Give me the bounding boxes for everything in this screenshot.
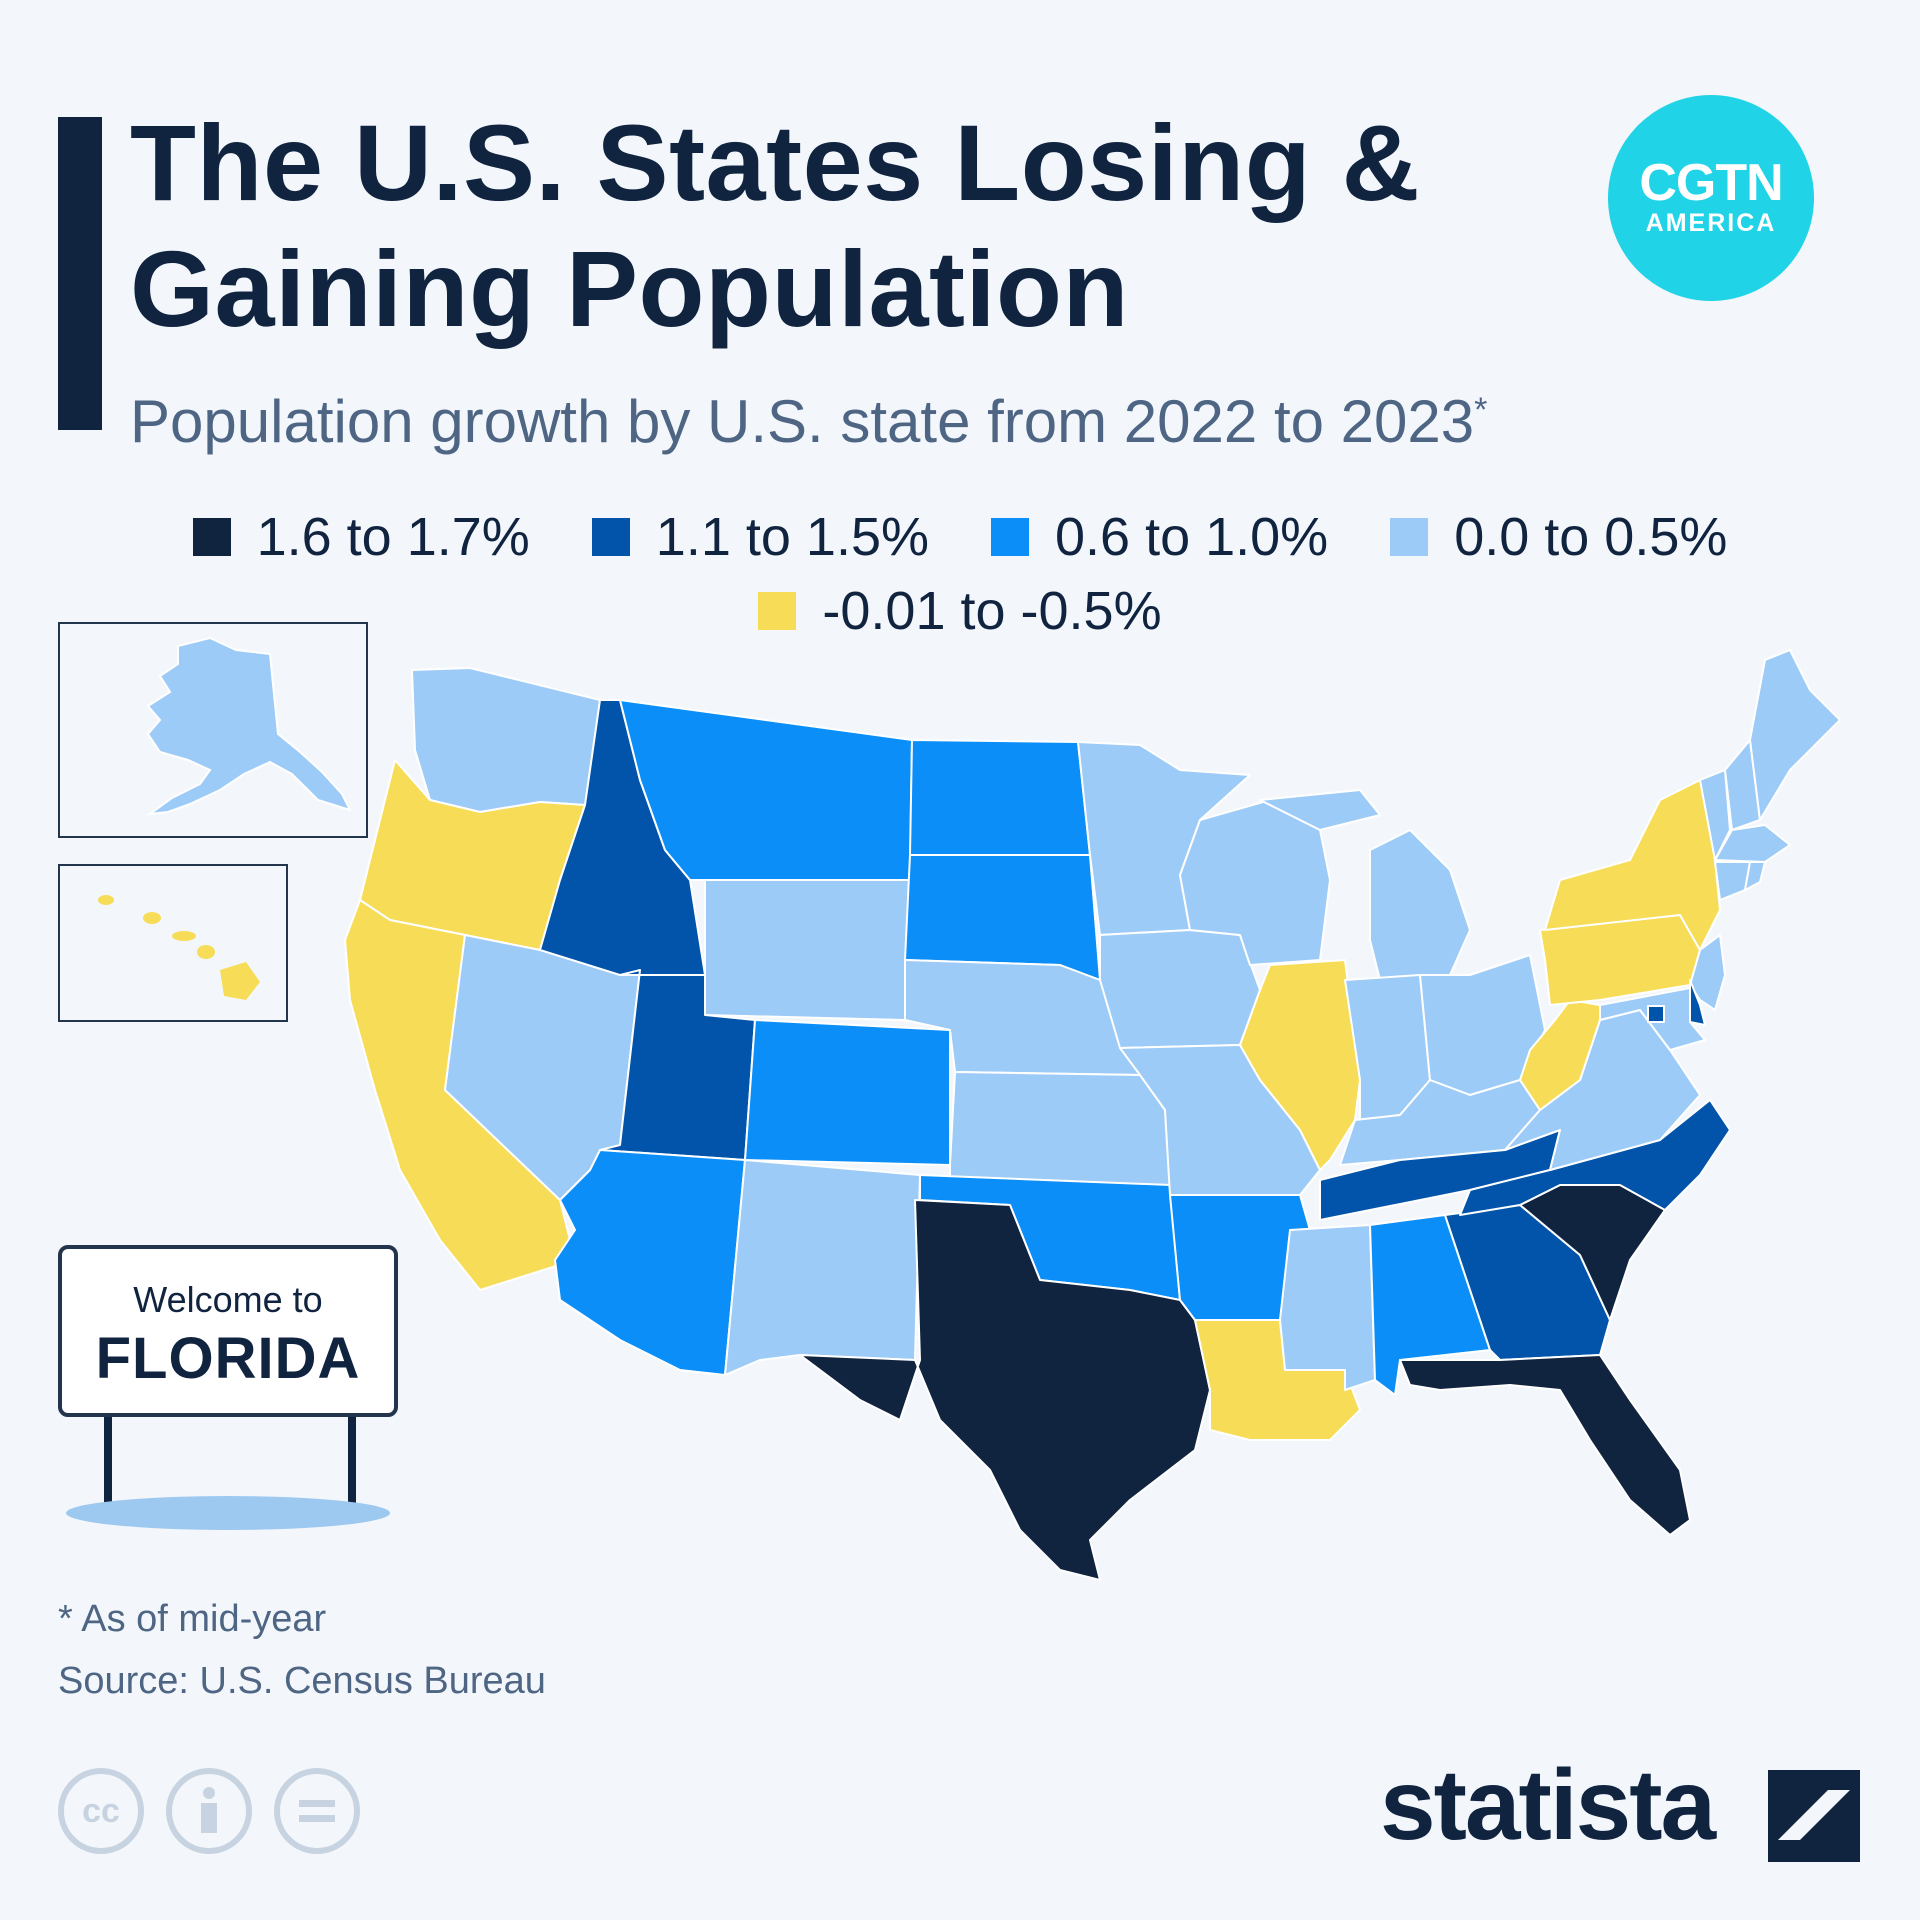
subtitle-text: Population growth by U.S. state from 202… [130, 388, 1475, 455]
cgtn-america-logo: CGTN AMERICA [1608, 95, 1814, 301]
state-RI [1744, 861, 1766, 891]
welcome-to-florida-sign: Welcome to FLORIDA [58, 1245, 398, 1417]
state-WY [704, 879, 911, 1021]
sign-shadow [66, 1496, 390, 1530]
sign-text-line2: FLORIDA [95, 1326, 361, 1391]
logo-text-bottom: AMERICA [1645, 209, 1777, 237]
legend-row-2: -0.01 to -0.5% [0, 574, 1920, 648]
hawaii-island-big-island [220, 962, 260, 1000]
state-ND [909, 739, 1091, 856]
legend-swatch [192, 518, 231, 556]
state-MI [1259, 789, 1471, 981]
alaska-map [146, 636, 352, 816]
legend-swatch [758, 592, 797, 630]
hawaii-inset [58, 864, 288, 1022]
statista-logo-icon [1768, 1770, 1860, 1862]
legend-label: 1.6 to 1.7% [256, 507, 530, 567]
attribution-icon [166, 1768, 252, 1854]
legend-item: -0.01 to -0.5% [758, 580, 1162, 642]
legend-row-1: 1.6 to 1.7% 1.1 to 1.5% 0.6 to 1.0% 0.0 … [0, 500, 1920, 574]
hawaii-map [98, 895, 260, 1000]
state-TX [799, 1199, 1211, 1581]
legend-swatch [991, 518, 1029, 556]
statista-logo-text: statista [1380, 1749, 1716, 1861]
legend-item: 0.6 to 1.0% [991, 506, 1328, 568]
state-AK [146, 636, 352, 816]
state-DC [1647, 1005, 1665, 1023]
legend-swatch [1390, 518, 1429, 556]
source-note: Source: U.S. Census Bureau [58, 1660, 546, 1702]
sign-post-left [104, 1417, 112, 1507]
title-accent-bar [58, 117, 102, 430]
footnote: * As of mid-year [58, 1598, 327, 1640]
state-AZ [554, 1149, 746, 1376]
legend-item: 1.1 to 1.5% [591, 506, 929, 568]
hawaii-island-kauai [98, 895, 114, 905]
state-MS [1279, 1224, 1376, 1391]
legend-swatch [591, 518, 630, 556]
logo-text-top: CGTN [1639, 154, 1783, 212]
legend-label: 0.6 to 1.0% [1055, 507, 1329, 567]
state-VT [1699, 769, 1731, 861]
us-choropleth-map [344, 649, 1841, 1581]
state-NM [724, 1159, 921, 1376]
sign-post-right [348, 1417, 356, 1507]
legend-label: 1.1 to 1.5% [655, 507, 929, 567]
noderivs-icon [274, 1768, 360, 1854]
state-IA [1099, 929, 1261, 1049]
hawaii-island-maui [197, 945, 215, 959]
state-ME [1749, 649, 1841, 821]
state-CO [744, 1019, 951, 1166]
hawaii-island-molokai [172, 931, 196, 941]
page-title: The U.S. States Losing & Gaining Populat… [130, 102, 1421, 349]
state-WA [411, 667, 601, 813]
legend-label: 0.0 to 0.5% [1454, 507, 1728, 567]
map-legend: 1.6 to 1.7% 1.1 to 1.5% 0.6 to 1.0% 0.0 … [0, 500, 1920, 648]
state-HI [98, 895, 260, 1000]
alaska-inset [58, 622, 368, 838]
state-CT [1714, 861, 1751, 901]
legend-item: 0.0 to 0.5% [1390, 506, 1727, 568]
page-subtitle: Population growth by U.S. state from 202… [130, 372, 1487, 460]
state-FL [1399, 1354, 1691, 1536]
cc-icon: cc [58, 1768, 144, 1854]
sign-text-line1: Welcome to [133, 1279, 323, 1320]
subtitle-asterisk: * [1474, 391, 1488, 429]
legend-item: 1.6 to 1.7% [192, 506, 530, 568]
state-KS [949, 1071, 1171, 1186]
legend-label: -0.01 to -0.5% [822, 581, 1162, 641]
hawaii-island-oahu [143, 912, 161, 924]
license-icons: cc [58, 1768, 360, 1854]
